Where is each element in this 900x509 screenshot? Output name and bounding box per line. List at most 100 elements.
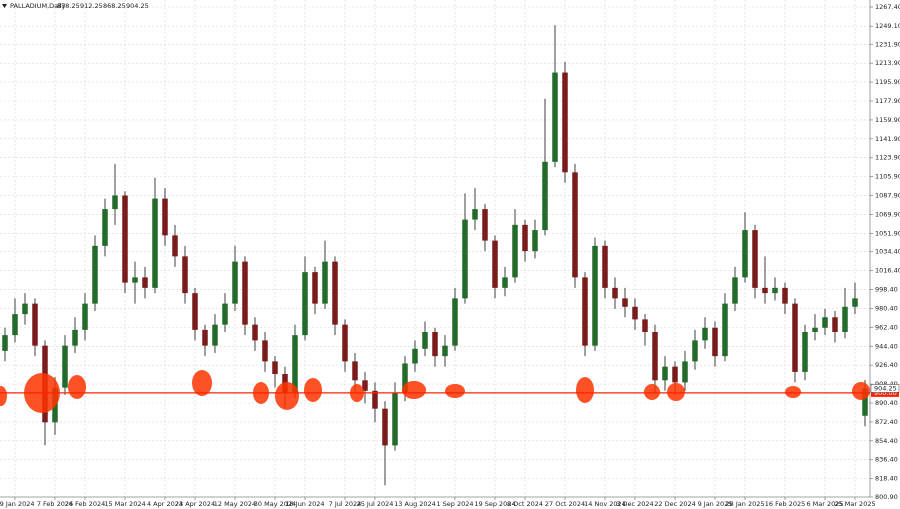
price-box xyxy=(870,384,900,393)
y-tick-label: 1141.90 xyxy=(875,135,900,143)
candle-body xyxy=(702,327,708,341)
candle-body xyxy=(792,303,798,372)
candle-body xyxy=(132,277,138,283)
candle-body xyxy=(642,319,648,332)
x-tick-label: 27 Oct 2024 xyxy=(545,500,585,508)
candle-body xyxy=(672,366,678,383)
grid xyxy=(0,0,870,498)
candle-body xyxy=(422,331,428,349)
candle-body xyxy=(192,293,198,330)
candle-body xyxy=(592,245,598,346)
highlight-spots xyxy=(0,370,870,413)
menu-arrow xyxy=(2,4,7,8)
low-value: 868.25 xyxy=(103,2,126,10)
candle-body xyxy=(272,361,278,375)
candle-body xyxy=(562,72,568,173)
y-tick-label: 1231.90 xyxy=(875,40,900,48)
x-tick-label: 25 Jul 2024 xyxy=(357,500,394,508)
spot xyxy=(445,384,465,398)
x-tick-label: 7 Feb 2024 xyxy=(37,500,73,508)
y-tick-label: 854.40 xyxy=(875,437,898,445)
x-tick-label: 30 May 2024 xyxy=(254,500,296,508)
y-tick-label: 998.40 xyxy=(875,286,898,294)
candle-body xyxy=(182,256,188,294)
spot xyxy=(852,382,870,400)
candle-body xyxy=(712,327,718,357)
spot xyxy=(667,383,685,401)
y-tick-label: 818.40 xyxy=(875,475,898,483)
candle-body xyxy=(532,230,538,252)
x-tick-label: 12 May 2024 xyxy=(214,500,256,508)
y-tick-label: 1034.40 xyxy=(875,248,900,256)
y-tick-label: 1159.90 xyxy=(875,116,900,124)
y-tick-label: 872.40 xyxy=(875,418,898,426)
candle-body xyxy=(482,209,488,241)
candle-body xyxy=(62,345,68,388)
y-tick-label: 1177.90 xyxy=(875,97,900,105)
candle-body xyxy=(362,380,368,391)
y-tick-label: 980.40 xyxy=(875,304,898,312)
x-tick-label: 9 Jan 2025 xyxy=(698,500,733,508)
candle-body xyxy=(102,209,108,246)
candle-body xyxy=(212,324,218,346)
open-value: 878.25 xyxy=(57,2,80,10)
candle-body xyxy=(72,329,78,346)
y-tick-label: 1213.90 xyxy=(875,59,900,67)
candle-body xyxy=(462,219,468,299)
candle-body xyxy=(412,348,418,364)
candle-body xyxy=(722,303,728,357)
candle-body xyxy=(572,172,578,278)
candle-body xyxy=(222,303,228,325)
candle-body xyxy=(242,261,248,325)
candle-body xyxy=(172,235,178,257)
candle-body xyxy=(292,335,298,393)
candle-body xyxy=(12,314,18,336)
candle-body xyxy=(682,361,688,383)
close-value: 904.25 xyxy=(126,2,149,10)
candle-body xyxy=(322,261,328,304)
x-tick-label: 7 Jul 2024 xyxy=(329,500,362,508)
candle-body xyxy=(432,331,438,357)
candle-body xyxy=(622,298,628,307)
candle-body xyxy=(472,209,478,220)
candle-body xyxy=(232,261,238,304)
x-tick-label: 25 Mar 2025 xyxy=(834,500,875,508)
candle-body xyxy=(692,340,698,362)
x-tick-label: 1 Sep 2024 xyxy=(436,500,473,508)
x-tick-label: 19 Sep 2024 xyxy=(474,500,515,508)
x-tick-label: 6 Mar 2025 xyxy=(806,500,843,508)
candle-body xyxy=(402,363,408,393)
candle-body xyxy=(112,195,118,210)
x-tick-label: 26 Feb 2024 xyxy=(65,500,105,508)
x-tick-label: 8 Oct 2024 xyxy=(507,500,543,508)
candle-body xyxy=(552,72,558,162)
spot xyxy=(68,375,86,399)
spot xyxy=(275,382,299,410)
candle-body xyxy=(842,306,848,332)
level-label-box xyxy=(871,388,899,397)
x-tick-label: 18 Jun 2024 xyxy=(285,500,324,508)
candle-body xyxy=(82,303,88,330)
candle-body xyxy=(522,224,528,252)
candle-body xyxy=(382,408,388,446)
candle-body xyxy=(502,277,508,288)
candle-body xyxy=(512,224,518,278)
candle-body xyxy=(662,366,668,381)
spot xyxy=(644,384,660,400)
candle-body xyxy=(142,277,148,288)
candle-body xyxy=(392,392,398,446)
x-tick-label: 3 Dec 2024 xyxy=(616,500,653,508)
y-tick-label: 1267.40 xyxy=(875,3,900,11)
y-tick-label: 908.40 xyxy=(875,380,898,388)
y-tick-label: 1249.10 xyxy=(875,22,900,30)
candle-body xyxy=(582,277,588,346)
candle-body xyxy=(632,306,638,320)
candle-body xyxy=(822,317,828,328)
candle-body xyxy=(312,272,318,304)
y-tick-label: 836.40 xyxy=(875,456,898,464)
candle-body xyxy=(752,230,758,288)
candle-body xyxy=(762,287,768,294)
x-tick-label: 13 Aug 2024 xyxy=(394,500,436,508)
